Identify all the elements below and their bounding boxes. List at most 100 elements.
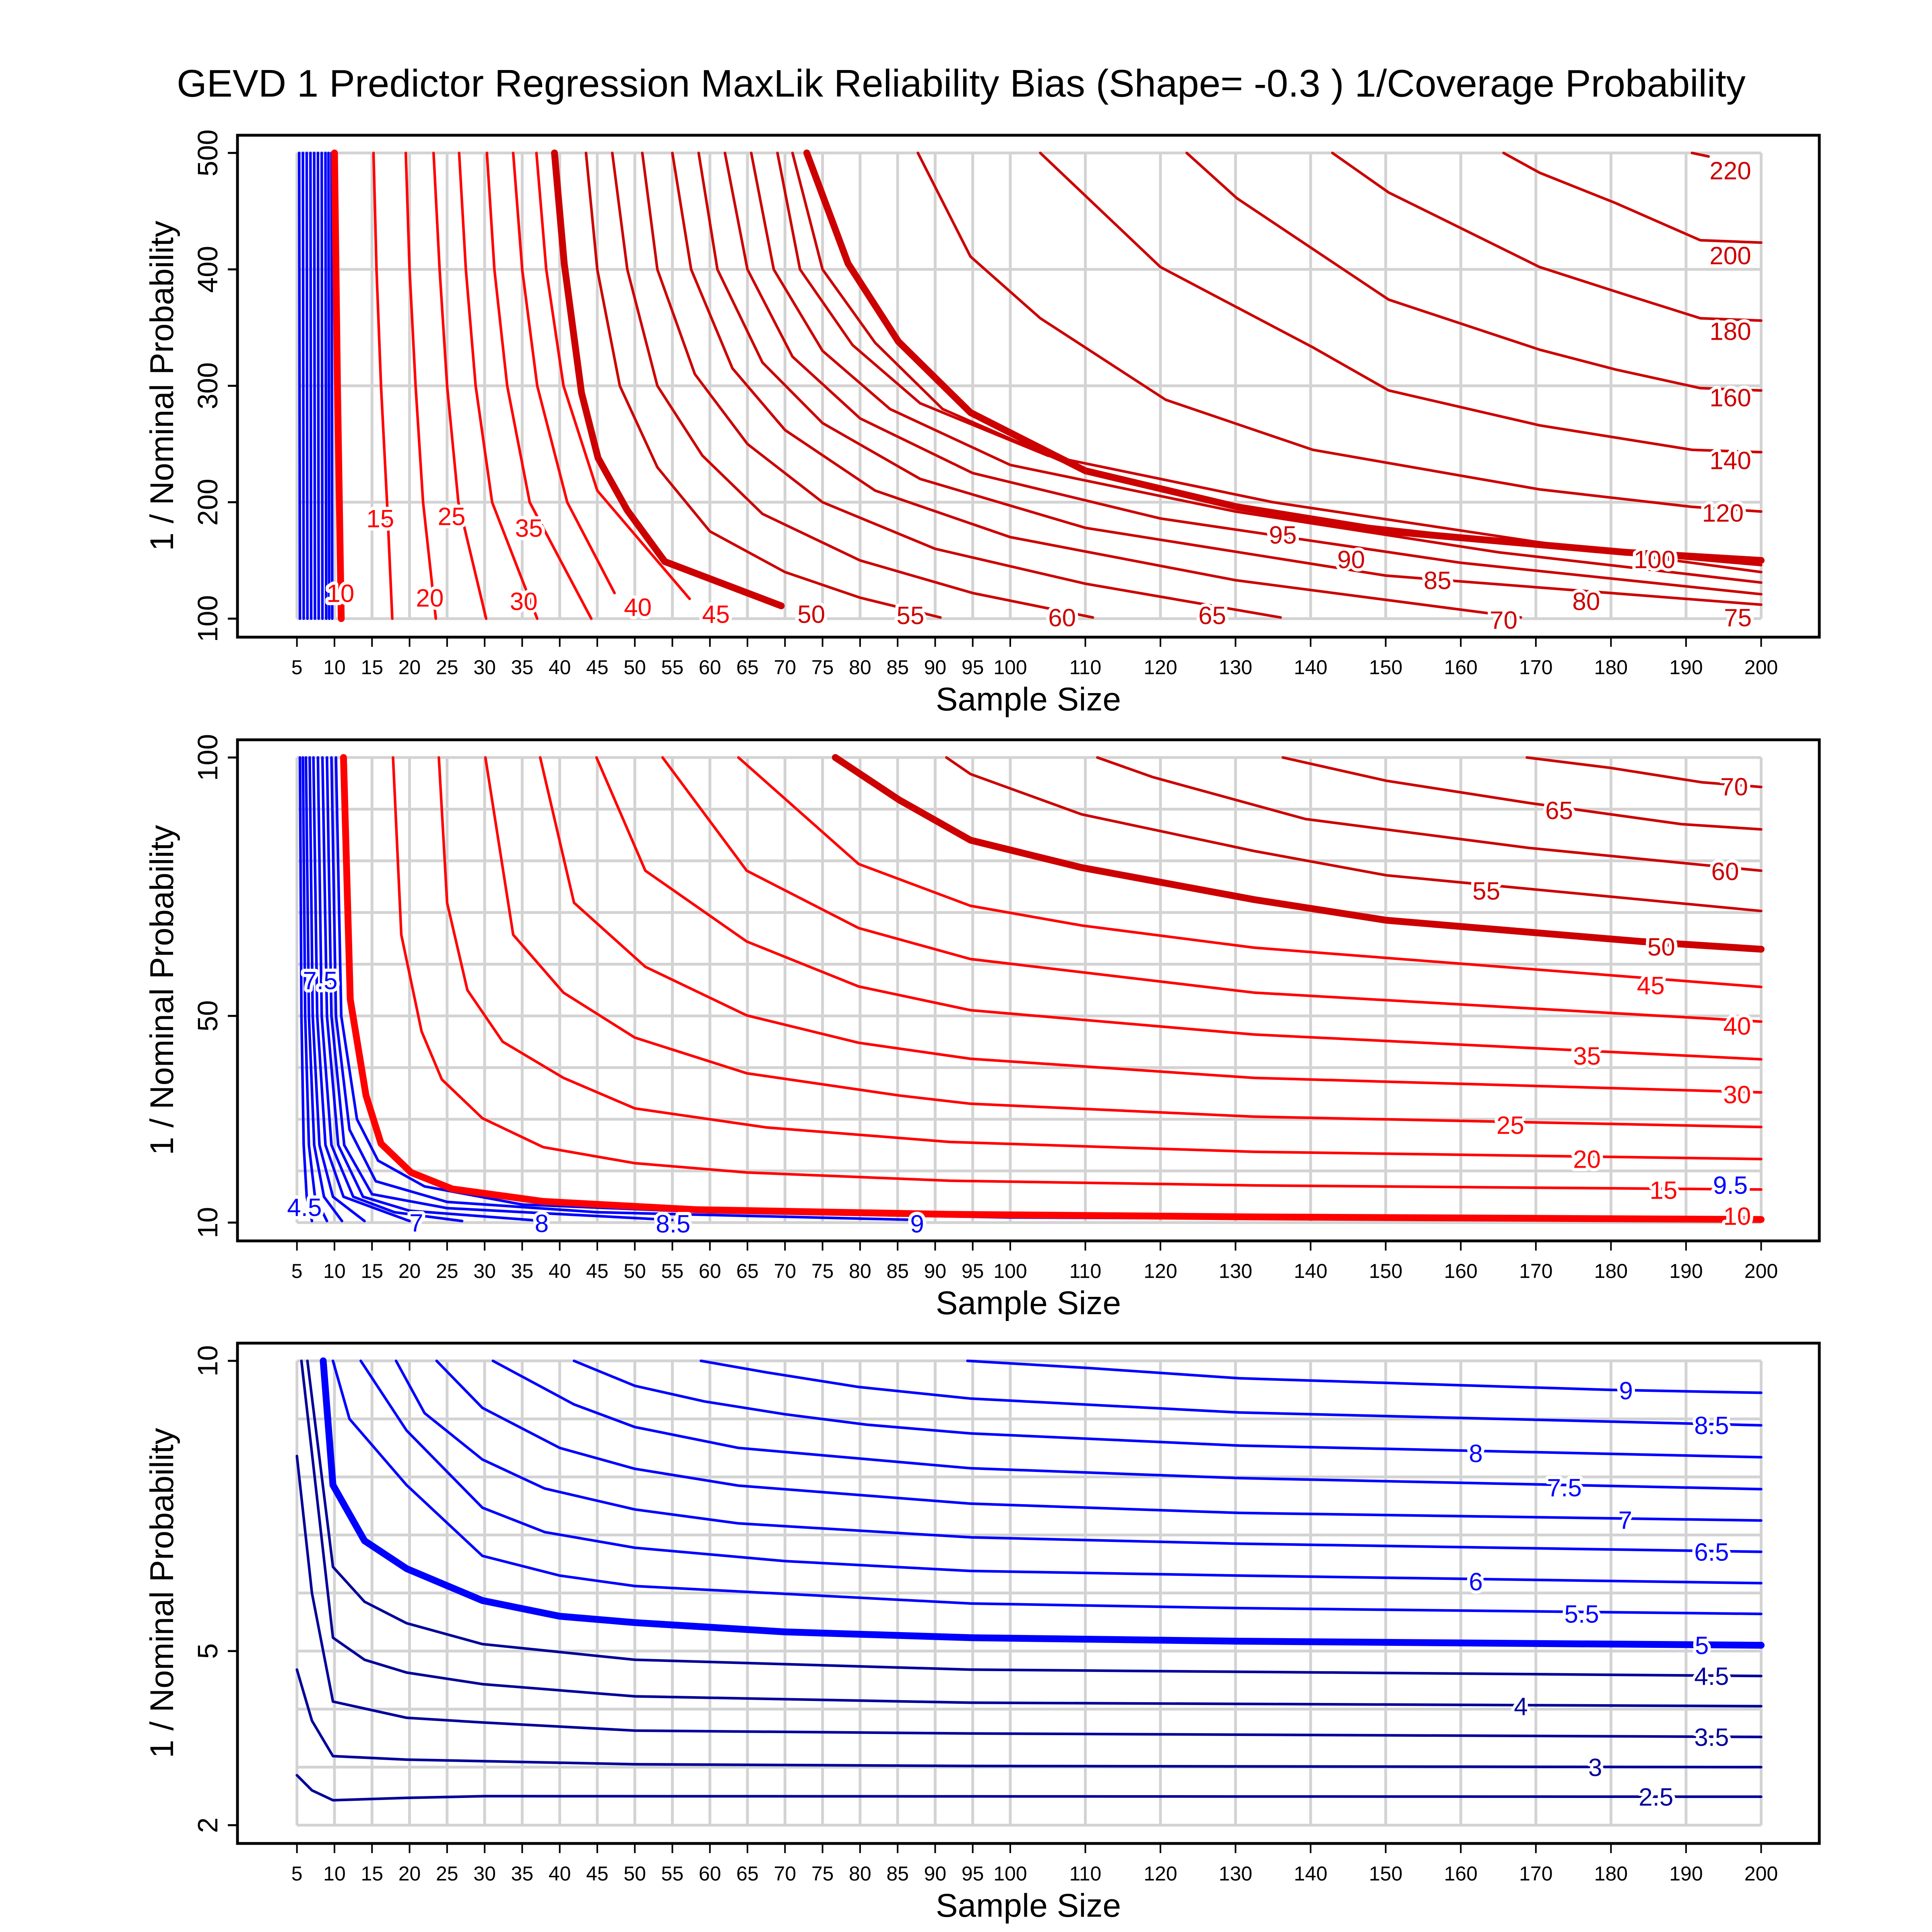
contour-line-25 bbox=[432, 151, 488, 620]
contour-line-50 bbox=[832, 754, 1765, 953]
x-tick-label: 15 bbox=[361, 1260, 383, 1282]
x-tick-label: 60 bbox=[699, 1862, 721, 1885]
contour-label: 200 bbox=[1709, 242, 1751, 270]
x-tick-label: 60 bbox=[699, 1260, 721, 1282]
x-tick-label: 85 bbox=[886, 1862, 909, 1885]
contour-line-3 bbox=[295, 1668, 1763, 1769]
contour-labels: 9 8.5 8 7.5 7 6.5 6 5.5 5 4.5 4 3.5 3 2.5 bbox=[1466, 1374, 1732, 1814]
contour-line-20 bbox=[438, 756, 1763, 1160]
x-tick-label: 50 bbox=[623, 1862, 646, 1885]
contour-line-7 bbox=[435, 1359, 1763, 1522]
contour-line-7 bbox=[313, 151, 316, 620]
contour-line-5.5 bbox=[331, 1359, 1763, 1615]
x-tick-label: 100 bbox=[993, 656, 1027, 679]
x-tick-label: 200 bbox=[1744, 1862, 1778, 1885]
y-tick-label: 200 bbox=[192, 479, 223, 526]
contour-label: 160 bbox=[1709, 384, 1751, 412]
y-tick-label: 300 bbox=[192, 362, 223, 409]
contour-line-50 bbox=[551, 149, 785, 609]
grid bbox=[295, 1359, 1763, 1827]
x-tick-label: 35 bbox=[511, 656, 534, 679]
contour-line-30 bbox=[539, 756, 1763, 1094]
contour-labels: 70 65 60 55 50 45 40 35 30 25 20 15 10 9.5 9 8.5 8 7 7.5 4.… bbox=[284, 770, 1754, 1241]
contour-label: 35 bbox=[1573, 1042, 1601, 1070]
x-tick-label: 25 bbox=[436, 1862, 458, 1885]
x-tick-label: 20 bbox=[398, 656, 421, 679]
x-tick-label: 180 bbox=[1594, 1862, 1628, 1885]
y-tick-label: 10 bbox=[192, 1345, 223, 1377]
contour-label: 8 bbox=[535, 1210, 549, 1238]
contour-label: 8.5 bbox=[1694, 1412, 1729, 1440]
contour-line-6.5 bbox=[308, 756, 366, 1222]
x-tick-label: 90 bbox=[924, 656, 947, 679]
contour-line-90 bbox=[776, 151, 1763, 574]
contour-line-85 bbox=[750, 151, 1763, 584]
contour-label: 55 bbox=[1472, 877, 1500, 905]
contour-label: 10 bbox=[1723, 1203, 1751, 1230]
x-tick-label: 90 bbox=[924, 1260, 947, 1282]
contour-line-60 bbox=[1096, 756, 1763, 872]
x-tick-label: 95 bbox=[962, 1260, 984, 1282]
x-tick-label: 200 bbox=[1744, 656, 1778, 679]
x-tick-label: 85 bbox=[886, 656, 909, 679]
x-axis: 5 10 15 20 25 30 35 40 45 50 55 60 65 70 75 80 85 90 95 100… bbox=[291, 1241, 1778, 1321]
contour-line-8.5 bbox=[700, 1359, 1763, 1427]
contour-label: 25 bbox=[438, 503, 466, 530]
contour-line-55 bbox=[584, 151, 942, 619]
x-tick-label: 15 bbox=[361, 1862, 383, 1885]
contour-line-9.5 bbox=[334, 756, 1763, 1222]
contour-label: 60 bbox=[1711, 858, 1739, 886]
contour-line-7.5 bbox=[316, 151, 320, 620]
x-tick-label: 80 bbox=[849, 1260, 871, 1282]
x-tick-label: 90 bbox=[924, 1862, 947, 1885]
contour-label: 6.5 bbox=[1694, 1538, 1729, 1566]
y-axis-label: 1 / Nominal Probability bbox=[144, 1428, 180, 1758]
x-tick-label: 130 bbox=[1219, 1260, 1252, 1282]
x-tick-label: 5 bbox=[291, 656, 303, 679]
contour-line-9 bbox=[327, 151, 331, 620]
contour-line-65 bbox=[1281, 756, 1763, 831]
x-tick-label: 190 bbox=[1669, 1260, 1703, 1282]
contour-line-35 bbox=[485, 151, 593, 620]
contour-line-140 bbox=[1039, 151, 1763, 454]
x-tick-label: 5 bbox=[291, 1862, 303, 1885]
x-tick-label: 150 bbox=[1369, 1260, 1402, 1282]
x-axis-label: Sample Size bbox=[936, 1285, 1121, 1321]
contour-label: 25 bbox=[1496, 1112, 1524, 1139]
contour-label: 20 bbox=[416, 584, 444, 612]
contour-label: 35 bbox=[515, 514, 543, 542]
x-tick-label: 40 bbox=[549, 1862, 571, 1885]
x-tick-label: 85 bbox=[886, 1260, 909, 1282]
contour-label: 7 bbox=[1618, 1507, 1632, 1534]
plot-frame bbox=[236, 738, 1821, 1243]
contour-label: 140 bbox=[1709, 447, 1751, 475]
contour-label: 9 bbox=[1619, 1377, 1633, 1405]
contour-line-5 bbox=[320, 1357, 1765, 1649]
x-tick-label: 25 bbox=[436, 1260, 458, 1282]
y-tick-label: 500 bbox=[192, 130, 223, 177]
contour-label: 120 bbox=[1702, 500, 1744, 527]
x-tick-label: 55 bbox=[661, 1260, 684, 1282]
contour-label: 7 bbox=[409, 1210, 423, 1237]
contour-label: 3 bbox=[1588, 1754, 1602, 1781]
x-tick-label: 95 bbox=[962, 656, 984, 679]
x-tick-label: 190 bbox=[1669, 1862, 1703, 1885]
contour-line-55 bbox=[945, 756, 1763, 912]
x-axis-label: Sample Size bbox=[936, 681, 1121, 718]
x-tick-label: 80 bbox=[849, 656, 871, 679]
contour-line-80 bbox=[723, 151, 1763, 596]
contour-label: 45 bbox=[702, 601, 730, 628]
contour-label: 65 bbox=[1198, 602, 1226, 630]
x-tick-label: 120 bbox=[1144, 656, 1177, 679]
x-tick-label: 100 bbox=[993, 1260, 1027, 1282]
contour-panel-3: 98.587.576.565.554.543.532.55 10 15 20 25 30 3… bbox=[144, 1342, 1821, 1924]
y-axis: 100 200 300 400 500 1 / Nominal Probability bbox=[144, 130, 237, 642]
contour-line-7.5 bbox=[316, 756, 464, 1222]
contour-line-40 bbox=[512, 151, 616, 594]
contour-label: 15 bbox=[366, 505, 394, 533]
contour-line-7 bbox=[312, 756, 411, 1222]
x-tick-label: 150 bbox=[1369, 1862, 1402, 1885]
